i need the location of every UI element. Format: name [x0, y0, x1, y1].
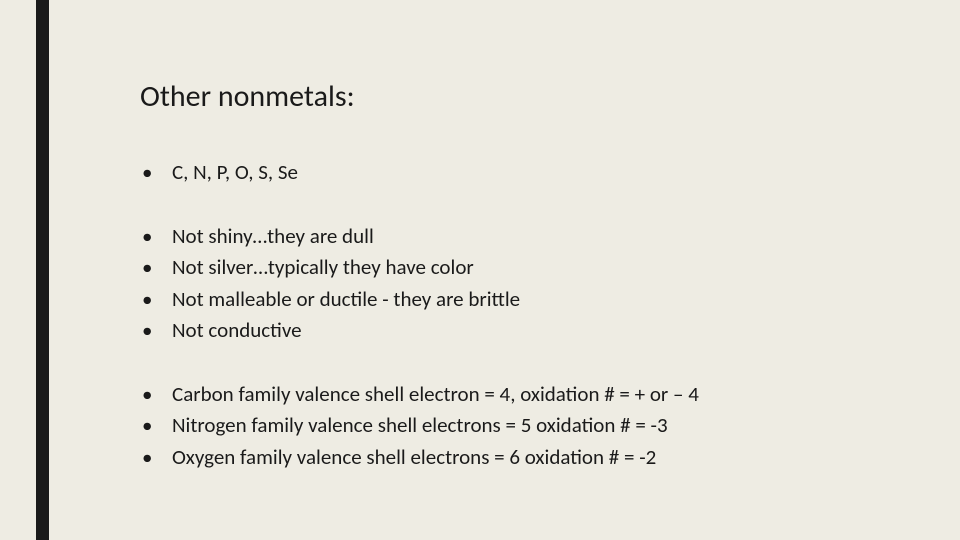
- bullet-icon: •: [140, 284, 172, 316]
- slide-content: Other nonmetals: • C, N, P, O, S, Se • N…: [140, 78, 900, 505]
- bullet-text: Nitrogen family valence shell electrons …: [172, 410, 900, 442]
- list-item: • Carbon family valence shell electron =…: [140, 379, 900, 411]
- bullet-text: Carbon family valence shell electron = 4…: [172, 379, 900, 411]
- slide-title: Other nonmetals:: [140, 78, 900, 115]
- bullet-group: • Not shiny…they are dull • Not silver…t…: [140, 221, 900, 347]
- bullet-icon: •: [140, 157, 172, 189]
- list-item: • Not malleable or ductile - they are br…: [140, 284, 900, 316]
- bullet-text: Oxygen family valence shell electrons = …: [172, 442, 900, 474]
- bullet-icon: •: [140, 221, 172, 253]
- list-item: • Oxygen family valence shell electrons …: [140, 442, 900, 474]
- list-item: • Not silver…typically they have color: [140, 252, 900, 284]
- bullet-text: Not silver…typically they have color: [172, 252, 900, 284]
- bullet-text: Not malleable or ductile - they are brit…: [172, 284, 900, 316]
- bullet-text: Not conductive: [172, 315, 900, 347]
- list-item: • C, N, P, O, S, Se: [140, 157, 900, 189]
- bullet-icon: •: [140, 442, 172, 474]
- list-item: • Not shiny…they are dull: [140, 221, 900, 253]
- bullet-text: Not shiny…they are dull: [172, 221, 900, 253]
- bullet-icon: •: [140, 410, 172, 442]
- list-item: • Nitrogen family valence shell electron…: [140, 410, 900, 442]
- bullet-group: • C, N, P, O, S, Se: [140, 157, 900, 189]
- bullet-icon: •: [140, 315, 172, 347]
- bullet-icon: •: [140, 252, 172, 284]
- bullet-icon: •: [140, 379, 172, 411]
- list-item: • Not conductive: [140, 315, 900, 347]
- bullet-group: • Carbon family valence shell electron =…: [140, 379, 900, 474]
- bullet-text: C, N, P, O, S, Se: [172, 157, 900, 189]
- accent-bar: [36, 0, 49, 540]
